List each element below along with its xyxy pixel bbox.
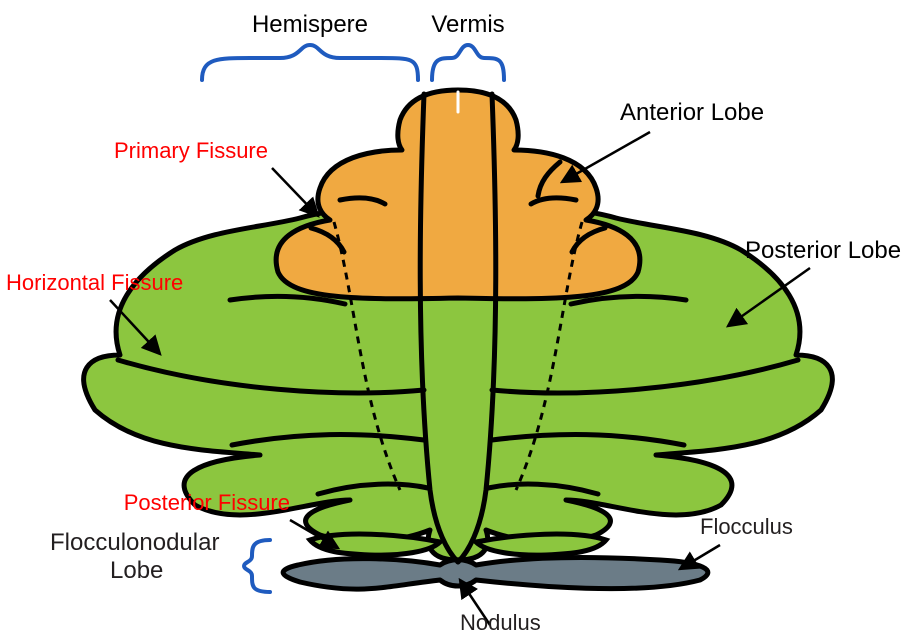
flocculonodular-shape xyxy=(283,558,708,590)
label-flocculonodular-1: Flocculonodular xyxy=(50,529,219,556)
label-posterior-lobe: Posterior Lobe xyxy=(745,237,901,264)
vermis-bracket xyxy=(432,45,504,80)
label-posterior-fissure: Posterior Fissure xyxy=(124,490,290,515)
hemisphere-bracket xyxy=(202,45,418,80)
label-primary-fissure: Primary Fissure xyxy=(114,138,268,163)
label-flocculonodular-2: Lobe xyxy=(110,557,163,584)
arrow-primary-fissure xyxy=(272,168,318,216)
label-flocculus: Flocculus xyxy=(700,514,793,539)
flocculonodular-bracket xyxy=(244,540,270,592)
anterior-lobe-region xyxy=(276,90,640,299)
label-hemisphere: Hemispere xyxy=(252,11,368,38)
label-nodulus: Nodulus xyxy=(460,610,541,635)
label-vermis: Vermis xyxy=(431,11,504,38)
anterior-lobe-shape xyxy=(276,90,640,299)
flocculonodular-region xyxy=(283,558,708,590)
arrow-anterior-lobe xyxy=(562,132,650,182)
posterior-flap-right xyxy=(476,534,606,555)
label-anterior-lobe: Anterior Lobe xyxy=(620,99,764,126)
cerebellum-diagram: Hemispere Vermis Primary Fissure Horizon… xyxy=(0,0,914,637)
posterior-flap-left xyxy=(310,534,440,555)
label-horizontal-fissure: Horizontal Fissure xyxy=(6,270,183,295)
